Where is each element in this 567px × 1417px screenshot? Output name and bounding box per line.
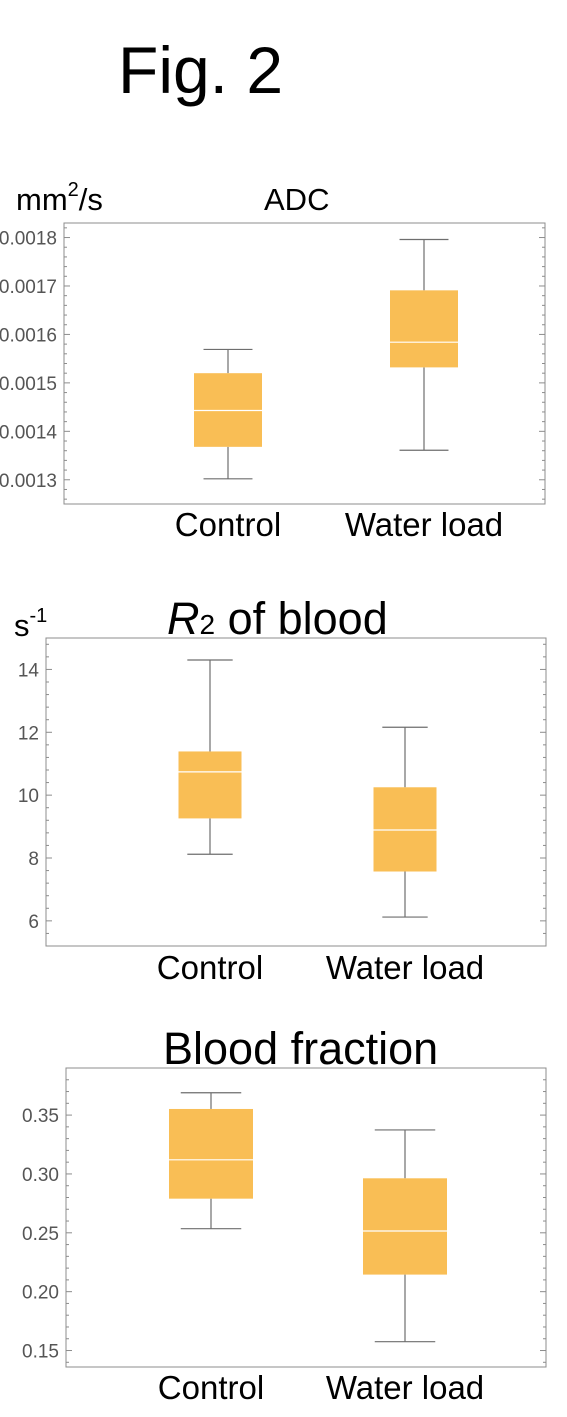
blood-fraction-plot-frame bbox=[65, 1067, 547, 1368]
adc-y-tick-label: 0.0014 bbox=[0, 422, 57, 443]
blood-fraction-panel: Blood fraction 0.15 0.20 0.25 0.30 0.35 Contr… bbox=[22, 1023, 547, 1406]
blood-fraction-y-tick-label: 0.15 bbox=[22, 1342, 59, 1363]
adc-plot-frame bbox=[63, 222, 546, 505]
blood-fraction-control-box bbox=[169, 1108, 253, 1199]
r2-plot-frame bbox=[45, 637, 547, 947]
r2-x-category-label: Water load bbox=[326, 949, 484, 986]
adc-y-tick-label: 0.0013 bbox=[0, 471, 57, 492]
r2-y-tick-label: 6 bbox=[28, 912, 39, 933]
r2-y-tick-label: 10 bbox=[18, 786, 39, 807]
adc-x-category-label: Water load bbox=[345, 506, 503, 543]
r2-control-box bbox=[178, 751, 242, 819]
blood-fraction-chart-title: Blood fraction bbox=[163, 1023, 438, 1074]
adc-x-category-label: Control bbox=[175, 506, 281, 543]
figure-title: Fig. 2 bbox=[118, 33, 283, 107]
adc-y-tick-label: 0.0015 bbox=[0, 374, 57, 395]
blood-fraction-y-tick-label: 0.20 bbox=[22, 1283, 59, 1304]
r2-panel: s-1 R2 of blood 6 8 10 12 14 Control Water loa… bbox=[14, 593, 547, 986]
blood-fraction-y-tick-label: 0.25 bbox=[22, 1224, 59, 1245]
blood-fraction-x-category-label: Water load bbox=[326, 1369, 484, 1406]
r2-chart-title: R2 of blood bbox=[167, 593, 388, 644]
blood-fraction-x-category-label: Control bbox=[158, 1369, 264, 1406]
r2-x-category-label: Control bbox=[157, 949, 263, 986]
adc-water-load-box bbox=[390, 290, 458, 368]
adc-y-tick-label: 0.0017 bbox=[0, 277, 57, 298]
adc-y-tick-label: 0.0016 bbox=[0, 325, 57, 346]
adc-panel: mm2/s ADC 0.0013 0.0014 0.0015 0.0016 0.0017… bbox=[0, 179, 546, 543]
adc-unit-label: mm2/s bbox=[16, 179, 103, 217]
adc-y-tick-label: 0.0018 bbox=[0, 229, 57, 250]
r2-y-tick-label: 8 bbox=[28, 849, 39, 870]
adc-chart-title: ADC bbox=[264, 182, 329, 217]
r2-unit-label: s-1 bbox=[14, 605, 47, 643]
blood-fraction-y-tick-label: 0.30 bbox=[22, 1165, 59, 1186]
blood-fraction-water-load-box bbox=[363, 1178, 447, 1275]
r2-water-load-box bbox=[373, 787, 437, 872]
r2-y-tick-label: 14 bbox=[18, 660, 40, 681]
blood-fraction-y-tick-label: 0.35 bbox=[22, 1106, 59, 1127]
r2-y-tick-label: 12 bbox=[18, 723, 39, 744]
